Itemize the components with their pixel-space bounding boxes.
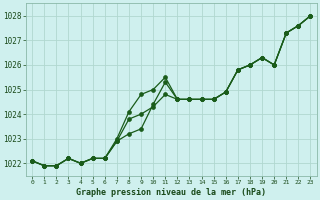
X-axis label: Graphe pression niveau de la mer (hPa): Graphe pression niveau de la mer (hPa) (76, 188, 266, 197)
